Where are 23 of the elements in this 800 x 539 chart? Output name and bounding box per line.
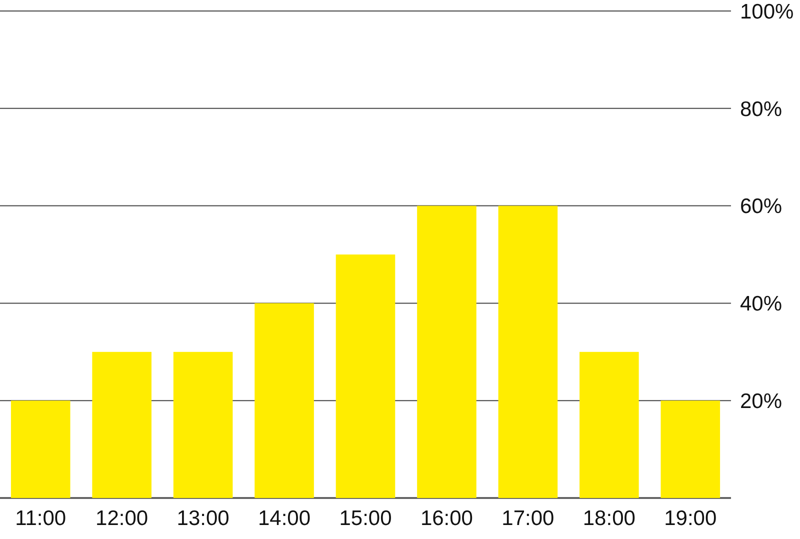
y-tick-label: 80%	[740, 98, 782, 121]
x-tick-label: 14:00	[258, 507, 311, 530]
x-tick-label: 16:00	[420, 507, 474, 530]
x-tick-label: 17:00	[502, 507, 554, 530]
x-tick-label: 18:00	[582, 507, 636, 530]
bar	[580, 352, 639, 498]
y-tick-label: 20%	[740, 390, 782, 413]
bar	[92, 352, 152, 498]
x-tick-label: 11:00	[15, 507, 66, 530]
bar	[254, 303, 314, 498]
bar	[417, 206, 476, 498]
y-tick-label: 60%	[740, 195, 782, 218]
bar	[10, 400, 70, 498]
bar	[660, 400, 720, 498]
x-tick-label: 15:00	[339, 507, 392, 530]
x-tick-label: 12:00	[96, 507, 148, 530]
y-tick-label: 40%	[740, 292, 782, 316]
bar	[336, 254, 396, 498]
x-tick-label: 19:00	[664, 507, 717, 530]
x-tick-label: 13:00	[176, 507, 230, 530]
bar	[498, 206, 558, 498]
y-tick-label: 100%	[740, 0, 794, 24]
bar	[173, 352, 233, 498]
